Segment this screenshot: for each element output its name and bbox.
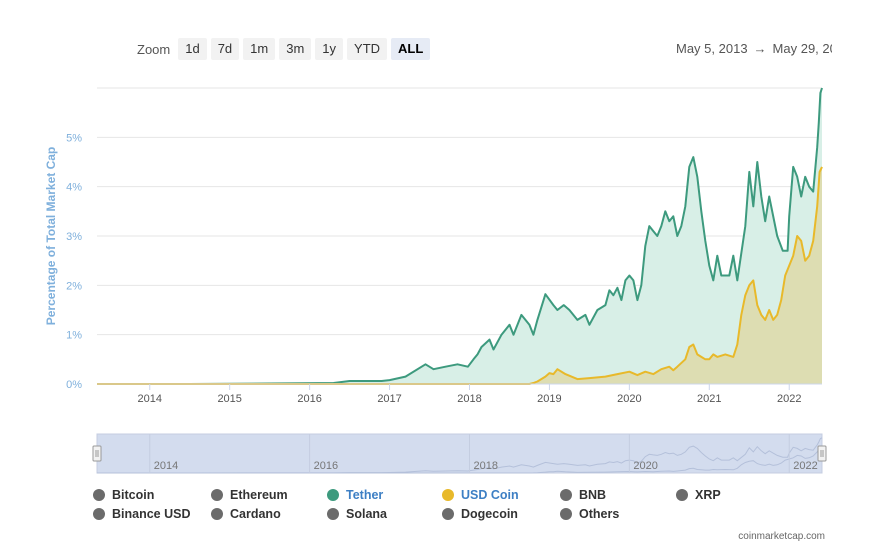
zoom-toolbar: Zoom 1d 7d 1m 3m 1y YTD ALL xyxy=(137,38,431,60)
x-tick-label: 2019 xyxy=(537,393,561,405)
handle-body xyxy=(92,445,102,462)
legend-item-usd-coin[interactable]: USD Coin xyxy=(442,488,519,502)
legend-item-ethereum[interactable]: Ethereum xyxy=(211,488,288,502)
y-tick-label: 5% xyxy=(66,132,82,144)
legend-label: Cardano xyxy=(230,507,281,521)
y-tick-label: 3% xyxy=(66,231,82,243)
date-range[interactable]: May 5, 2013 → May 29, 2022 xyxy=(676,41,832,56)
navigator-label: 2016 xyxy=(314,460,338,472)
zoom-label: Zoom xyxy=(137,41,171,57)
navigator-label: 2018 xyxy=(473,460,497,472)
legend-marker-icon xyxy=(676,489,688,501)
legend-marker-icon xyxy=(560,489,572,501)
legend-label: Dogecoin xyxy=(461,507,518,521)
legend-marker-icon xyxy=(327,489,339,501)
legend-label: Bitcoin xyxy=(112,488,155,502)
credit: coinmarketcap.com xyxy=(738,531,825,542)
navigator-label: 2014 xyxy=(154,460,178,472)
x-tick-label: 2017 xyxy=(377,393,401,405)
navigator-label: 2022 xyxy=(793,460,817,472)
x-tick-label: 2018 xyxy=(457,393,481,405)
zoom-1m-button[interactable]: 1m xyxy=(243,38,276,60)
navigator-series-tether xyxy=(97,437,823,474)
legend-item-dogecoin[interactable]: Dogecoin xyxy=(442,507,518,521)
zoom-1d-button[interactable]: 1d xyxy=(178,38,207,60)
legend-label: Others xyxy=(579,507,620,521)
zoom-1y-button[interactable]: 1y xyxy=(315,38,344,60)
y-tick-label: 1% xyxy=(66,330,82,342)
series-area-tether xyxy=(97,88,822,384)
navigator-right-handle[interactable] xyxy=(817,445,827,462)
zoom-3m-button[interactable]: 3m xyxy=(279,38,312,60)
series-line-tether xyxy=(97,87,823,385)
navigator-left-handle[interactable] xyxy=(92,445,102,462)
legend-label: Tether xyxy=(346,488,384,502)
range-from[interactable]: May 5, 2013 xyxy=(676,41,748,56)
legend-marker-icon xyxy=(93,508,105,520)
legend-item-cardano[interactable]: Cardano xyxy=(211,507,281,521)
series-area-usd-coin xyxy=(97,166,822,384)
zoom-all-button[interactable]: ALL xyxy=(391,38,431,60)
legend-item-bnb[interactable]: BNB xyxy=(560,488,606,502)
legend-item-bitcoin[interactable]: Bitcoin xyxy=(93,488,154,502)
x-tick-label: 2014 xyxy=(138,393,162,405)
x-tick-label: 2015 xyxy=(217,393,241,405)
legend-marker-icon xyxy=(93,489,105,501)
legend-label: Solana xyxy=(346,507,387,521)
legend-label: Ethereum xyxy=(230,488,288,502)
handle-body xyxy=(817,445,827,462)
navigator-label: 2020 xyxy=(633,460,657,472)
legend-marker-icon xyxy=(442,508,454,520)
y-axis-title: Percentage of Total Market Cap xyxy=(44,147,58,326)
legend-marker-icon xyxy=(327,508,339,520)
x-tick-label: 2021 xyxy=(697,393,721,405)
legend-label: BNB xyxy=(579,488,607,502)
y-tick-label: 2% xyxy=(66,280,82,292)
y-tick-label: 4% xyxy=(66,182,82,194)
legend-marker-icon xyxy=(211,489,223,501)
range-to[interactable]: May 29, 2022 xyxy=(772,41,832,56)
navigator-window xyxy=(96,433,823,474)
legend-label: XRP xyxy=(695,488,721,502)
legend-marker-icon xyxy=(211,508,223,520)
zoom-ytd-button[interactable]: YTD xyxy=(347,38,388,60)
legend-item-binance-usd[interactable]: Binance USD xyxy=(93,507,191,521)
y-tick-label: 0% xyxy=(66,379,82,391)
legend-item-tether[interactable]: Tether xyxy=(327,488,383,502)
legend-item-others[interactable]: Others xyxy=(560,507,619,521)
legend-item-solana[interactable]: Solana xyxy=(327,507,387,521)
legend-label: USD Coin xyxy=(461,488,519,502)
series-line-usd-coin xyxy=(97,166,823,385)
zoom-7d-button[interactable]: 7d xyxy=(210,38,240,60)
legend-marker-icon xyxy=(560,508,572,520)
legend-label: Binance USD xyxy=(112,507,191,521)
x-tick-label: 2020 xyxy=(617,393,641,405)
range-arrow: → xyxy=(753,41,767,56)
x-tick-label: 2016 xyxy=(297,393,321,405)
x-tick-label: 2022 xyxy=(777,393,801,405)
legend-marker-icon xyxy=(442,489,454,501)
legend-item-xrp[interactable]: XRP xyxy=(676,488,721,502)
